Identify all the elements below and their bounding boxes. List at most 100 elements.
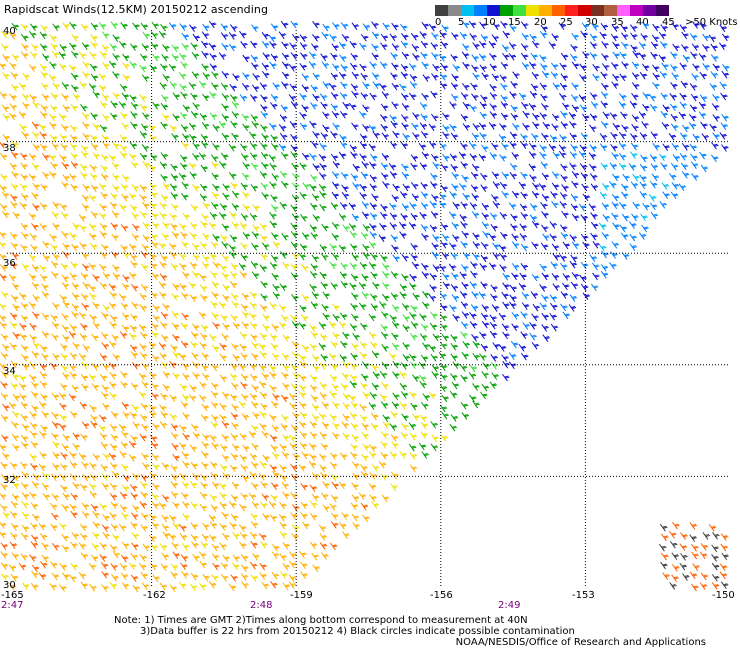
colorbar-swatch (643, 5, 656, 16)
wind-barb (231, 221, 240, 230)
wind-barb (492, 342, 500, 350)
wind-barb (188, 122, 197, 131)
wind-barb (450, 342, 458, 351)
colorbar-label: 15 (508, 17, 521, 28)
wind-barb (0, 551, 8, 559)
wind-barb (298, 420, 307, 429)
wind-barb (561, 210, 569, 219)
wind-barb (361, 431, 369, 440)
wind-barb (280, 423, 288, 431)
wind-barb (428, 123, 437, 132)
wind-barb (260, 293, 268, 302)
wind-barb (371, 382, 380, 391)
wind-barb (11, 171, 19, 179)
wind-barb (129, 324, 138, 333)
wind-barb (322, 111, 330, 120)
wind-barb (612, 73, 620, 82)
wind-barb (639, 191, 648, 199)
wind-barb (320, 281, 329, 290)
wind-barb (19, 333, 28, 341)
wind-barb (32, 311, 40, 320)
wind-barb (109, 544, 118, 552)
wind-barb (140, 284, 149, 292)
wind-barb (270, 343, 279, 351)
wind-barb (349, 380, 358, 389)
wind-barb (689, 83, 698, 91)
wind-barb (168, 533, 177, 541)
wind-barb (269, 41, 277, 49)
wind-barb (249, 531, 258, 540)
wind-barb (620, 191, 629, 200)
wind-barb (312, 564, 320, 572)
wind-barb (169, 183, 178, 192)
wind-barb (141, 423, 149, 432)
wind-barb (571, 32, 579, 41)
wind-barb (440, 240, 448, 249)
wind-barb (421, 451, 429, 459)
wind-barb (391, 304, 400, 313)
wind-barb (460, 161, 468, 169)
wind-barb (669, 582, 677, 590)
wind-barb (330, 131, 338, 139)
wind-barb (129, 243, 137, 252)
wind-barb (539, 144, 547, 152)
wind-barb (49, 171, 57, 179)
wind-barb (502, 52, 510, 61)
wind-barb (208, 221, 217, 230)
wind-barb (528, 151, 537, 159)
wind-barb (369, 202, 378, 211)
wind-barb (149, 513, 157, 522)
wind-barb (471, 132, 480, 141)
wind-barb (51, 392, 60, 401)
wind-barb (701, 133, 710, 141)
wind-barb (298, 354, 307, 362)
wind-barb (641, 121, 649, 129)
wind-barb (380, 331, 389, 340)
wind-barb (230, 363, 238, 371)
wind-barb (309, 224, 318, 233)
wind-barb (159, 211, 167, 220)
wind-barb (612, 122, 621, 131)
wind-barb (31, 350, 40, 359)
wind-barb (709, 123, 717, 132)
wind-barb (602, 111, 611, 120)
wind-barb (341, 372, 350, 380)
wind-barb (199, 560, 207, 569)
wind-barb (349, 243, 358, 252)
wind-barb (441, 233, 450, 242)
wind-barb (281, 371, 289, 380)
wind-barb (360, 92, 369, 100)
wind-barb (570, 193, 579, 202)
wind-barb (219, 353, 228, 362)
wind-barb (369, 174, 378, 183)
wind-barb (0, 321, 8, 330)
wind-barb (371, 21, 379, 29)
wind-barb (350, 173, 359, 182)
wind-barb (251, 501, 260, 509)
wind-barb (559, 82, 568, 91)
wind-barb (562, 241, 571, 250)
wind-barb (379, 222, 387, 231)
wind-barb (61, 231, 69, 239)
wind-barb (462, 43, 470, 51)
wind-barb (38, 463, 47, 472)
wind-barb (520, 212, 529, 220)
wind-barb (319, 163, 327, 171)
wind-barb (498, 312, 507, 321)
wind-barb (160, 392, 168, 401)
wind-barb (209, 212, 218, 220)
wind-barb (392, 130, 400, 139)
wind-barb (2, 403, 10, 412)
wind-barb (169, 584, 178, 593)
wind-barb (371, 350, 380, 359)
wind-barb (480, 184, 488, 192)
wind-barb (19, 393, 27, 401)
wind-barb (359, 403, 367, 412)
wind-barb (61, 93, 69, 102)
wind-barb (351, 90, 359, 99)
wind-barb (170, 423, 179, 431)
wind-barb (140, 250, 149, 259)
wind-barb (211, 543, 220, 552)
wind-barb (460, 401, 469, 410)
wind-barb (560, 73, 569, 82)
